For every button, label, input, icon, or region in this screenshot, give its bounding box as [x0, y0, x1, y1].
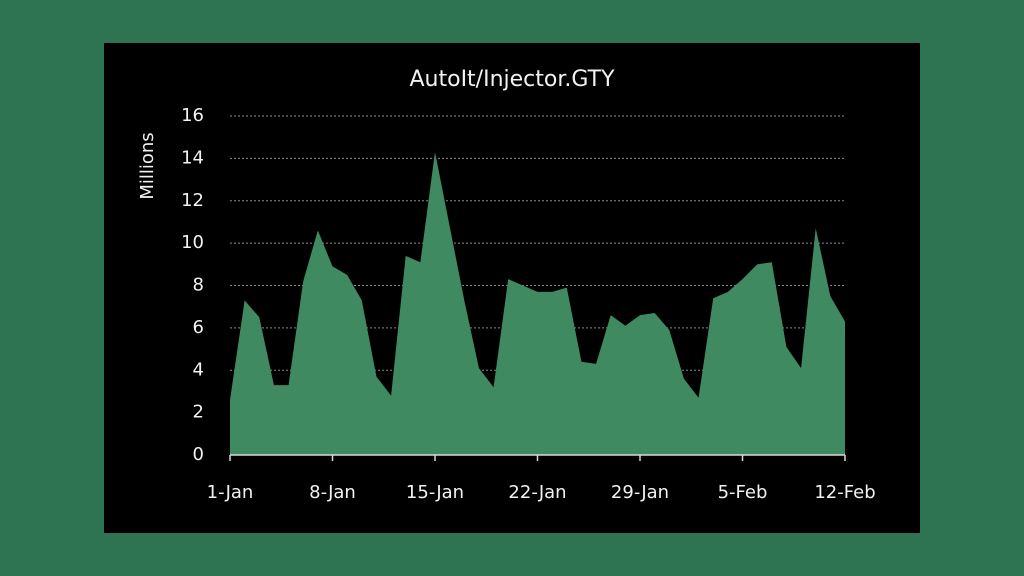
x-tick-label: 5-Feb — [718, 482, 768, 503]
x-tick-label: 12-Feb — [814, 482, 875, 503]
y-axis-label: Millions — [137, 132, 158, 199]
y-tick-label: 10 — [181, 232, 204, 253]
x-tick-label: 1-Jan — [207, 482, 254, 503]
chart-title: AutoIt/Injector.GTY — [409, 67, 615, 92]
x-tick-label: 22-Jan — [508, 482, 566, 503]
x-tick-label: 8-Jan — [309, 482, 356, 503]
x-tick-label: 15-Jan — [406, 482, 464, 503]
y-tick-label: 14 — [181, 147, 204, 168]
y-tick-label: 0 — [193, 444, 204, 465]
area — [230, 152, 845, 456]
y-tick-label: 4 — [193, 359, 204, 380]
y-tick-label: 16 — [181, 105, 204, 126]
y-tick-label: 2 — [193, 402, 204, 423]
y-tick-label: 12 — [181, 190, 204, 211]
y-tick-label: 8 — [193, 275, 204, 296]
x-tick-label: 29-Jan — [611, 482, 669, 503]
y-tick-label: 6 — [193, 317, 204, 338]
